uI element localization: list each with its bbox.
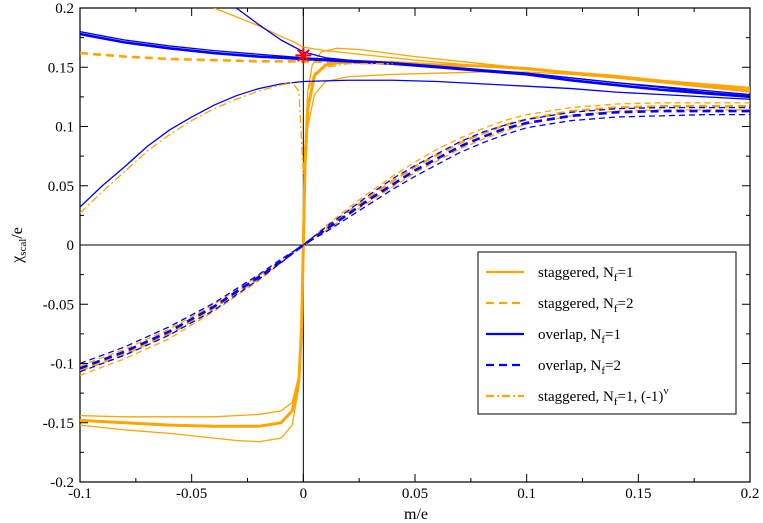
y-tick-label: -0.05	[43, 297, 74, 313]
legend-entry-tail: =2	[617, 296, 633, 312]
y-tick-label: 0.05	[48, 179, 74, 195]
y-tick-label: 0.15	[48, 60, 74, 76]
series-line-overlap-nf2-17	[80, 106, 750, 373]
y-tick-label: 0	[67, 238, 75, 254]
legend-entry-text: overlap, Nf=2	[538, 358, 621, 377]
legend-entry-main: overlap, N	[538, 358, 601, 374]
legend-entry-tail: =1	[617, 265, 633, 281]
series-line-overlap-nf2-16	[80, 114, 750, 365]
x-tick-label: 0.05	[402, 486, 428, 502]
y-axis-label-tail: /e	[9, 227, 26, 239]
y-tick-label: -0.2	[50, 475, 74, 491]
y-axis-label-main: χ	[9, 255, 26, 264]
legend-entry-main: overlap, N	[538, 327, 601, 343]
legend-entry-tail: =1	[605, 327, 621, 343]
series-line-staggered-nf1-sign-18	[80, 63, 393, 214]
legend-entry-main: staggered, N	[538, 296, 614, 312]
series-layer	[80, 8, 750, 443]
series-line-staggered-nf1-1	[301, 59, 750, 246]
series-line-overlap-nf1-13	[80, 79, 750, 208]
y-tick-label: -0.1	[50, 357, 74, 373]
marker-layer	[295, 47, 312, 64]
x-tick-label: 0.2	[741, 486, 760, 502]
legend-entry-text: overlap, Nf=1	[538, 327, 621, 346]
legend-entry-main: staggered, N	[538, 265, 614, 281]
x-tick-label: 0.1	[517, 486, 536, 502]
legend-entry-tail: =1, (-1)	[617, 389, 663, 405]
legend-entry-main: staggered, N	[538, 389, 614, 405]
legend-entry-sub: f	[614, 272, 618, 284]
series-line-overlap-nf1-14	[235, 8, 750, 96]
series-line-staggered-nf2-9	[80, 109, 750, 367]
y-tick-label: 0.2	[55, 1, 74, 17]
y-tick-label: 0.1	[55, 120, 74, 136]
marker-asterisk	[295, 47, 312, 64]
series-line-overlap-nf2-15	[80, 109, 750, 370]
ticks-layer: -0.1 -0.05 0 0.05 0.1 0.15 0.2 -0.2 -0.15 -0.1 -0.…	[43, 1, 760, 502]
series-line-staggered-nf1-3	[80, 244, 304, 443]
x-tick-label: 0	[300, 486, 308, 502]
legend-entry-text: staggered, Nf=1	[538, 265, 633, 284]
legend-entry-sub: f	[614, 303, 618, 315]
y-tick-label: -0.15	[43, 416, 74, 432]
series-line-staggered-nf1-4	[302, 71, 750, 246]
series-line-staggered-nf1-thin-high-6	[213, 8, 750, 89]
legend-entry-text: staggered, Nf=2	[538, 296, 633, 315]
legend-entry-tail: =2	[605, 358, 621, 374]
legend-entry-sub: f	[614, 396, 618, 408]
legend-entry-sub: f	[601, 334, 605, 346]
legend-entry-sup: ν	[663, 385, 668, 397]
legend-entry-text: staggered, Nf=1, (-1)ν	[538, 385, 668, 408]
legend-entry-sub: f	[601, 365, 605, 377]
series-line-staggered-nf1-0	[80, 244, 305, 428]
x-tick-label: -0.05	[176, 486, 207, 502]
y-axis-label: χscal/e	[9, 227, 29, 264]
series-line-staggered-nf2-10	[80, 51, 393, 65]
y-axis-label-sub: scal	[17, 239, 29, 256]
x-axis-label: m/e	[404, 506, 428, 523]
x-tick-label: 0.15	[625, 486, 651, 502]
series-line-staggered-nf1-5	[302, 47, 750, 246]
x-tick-label: -0.1	[68, 486, 92, 502]
